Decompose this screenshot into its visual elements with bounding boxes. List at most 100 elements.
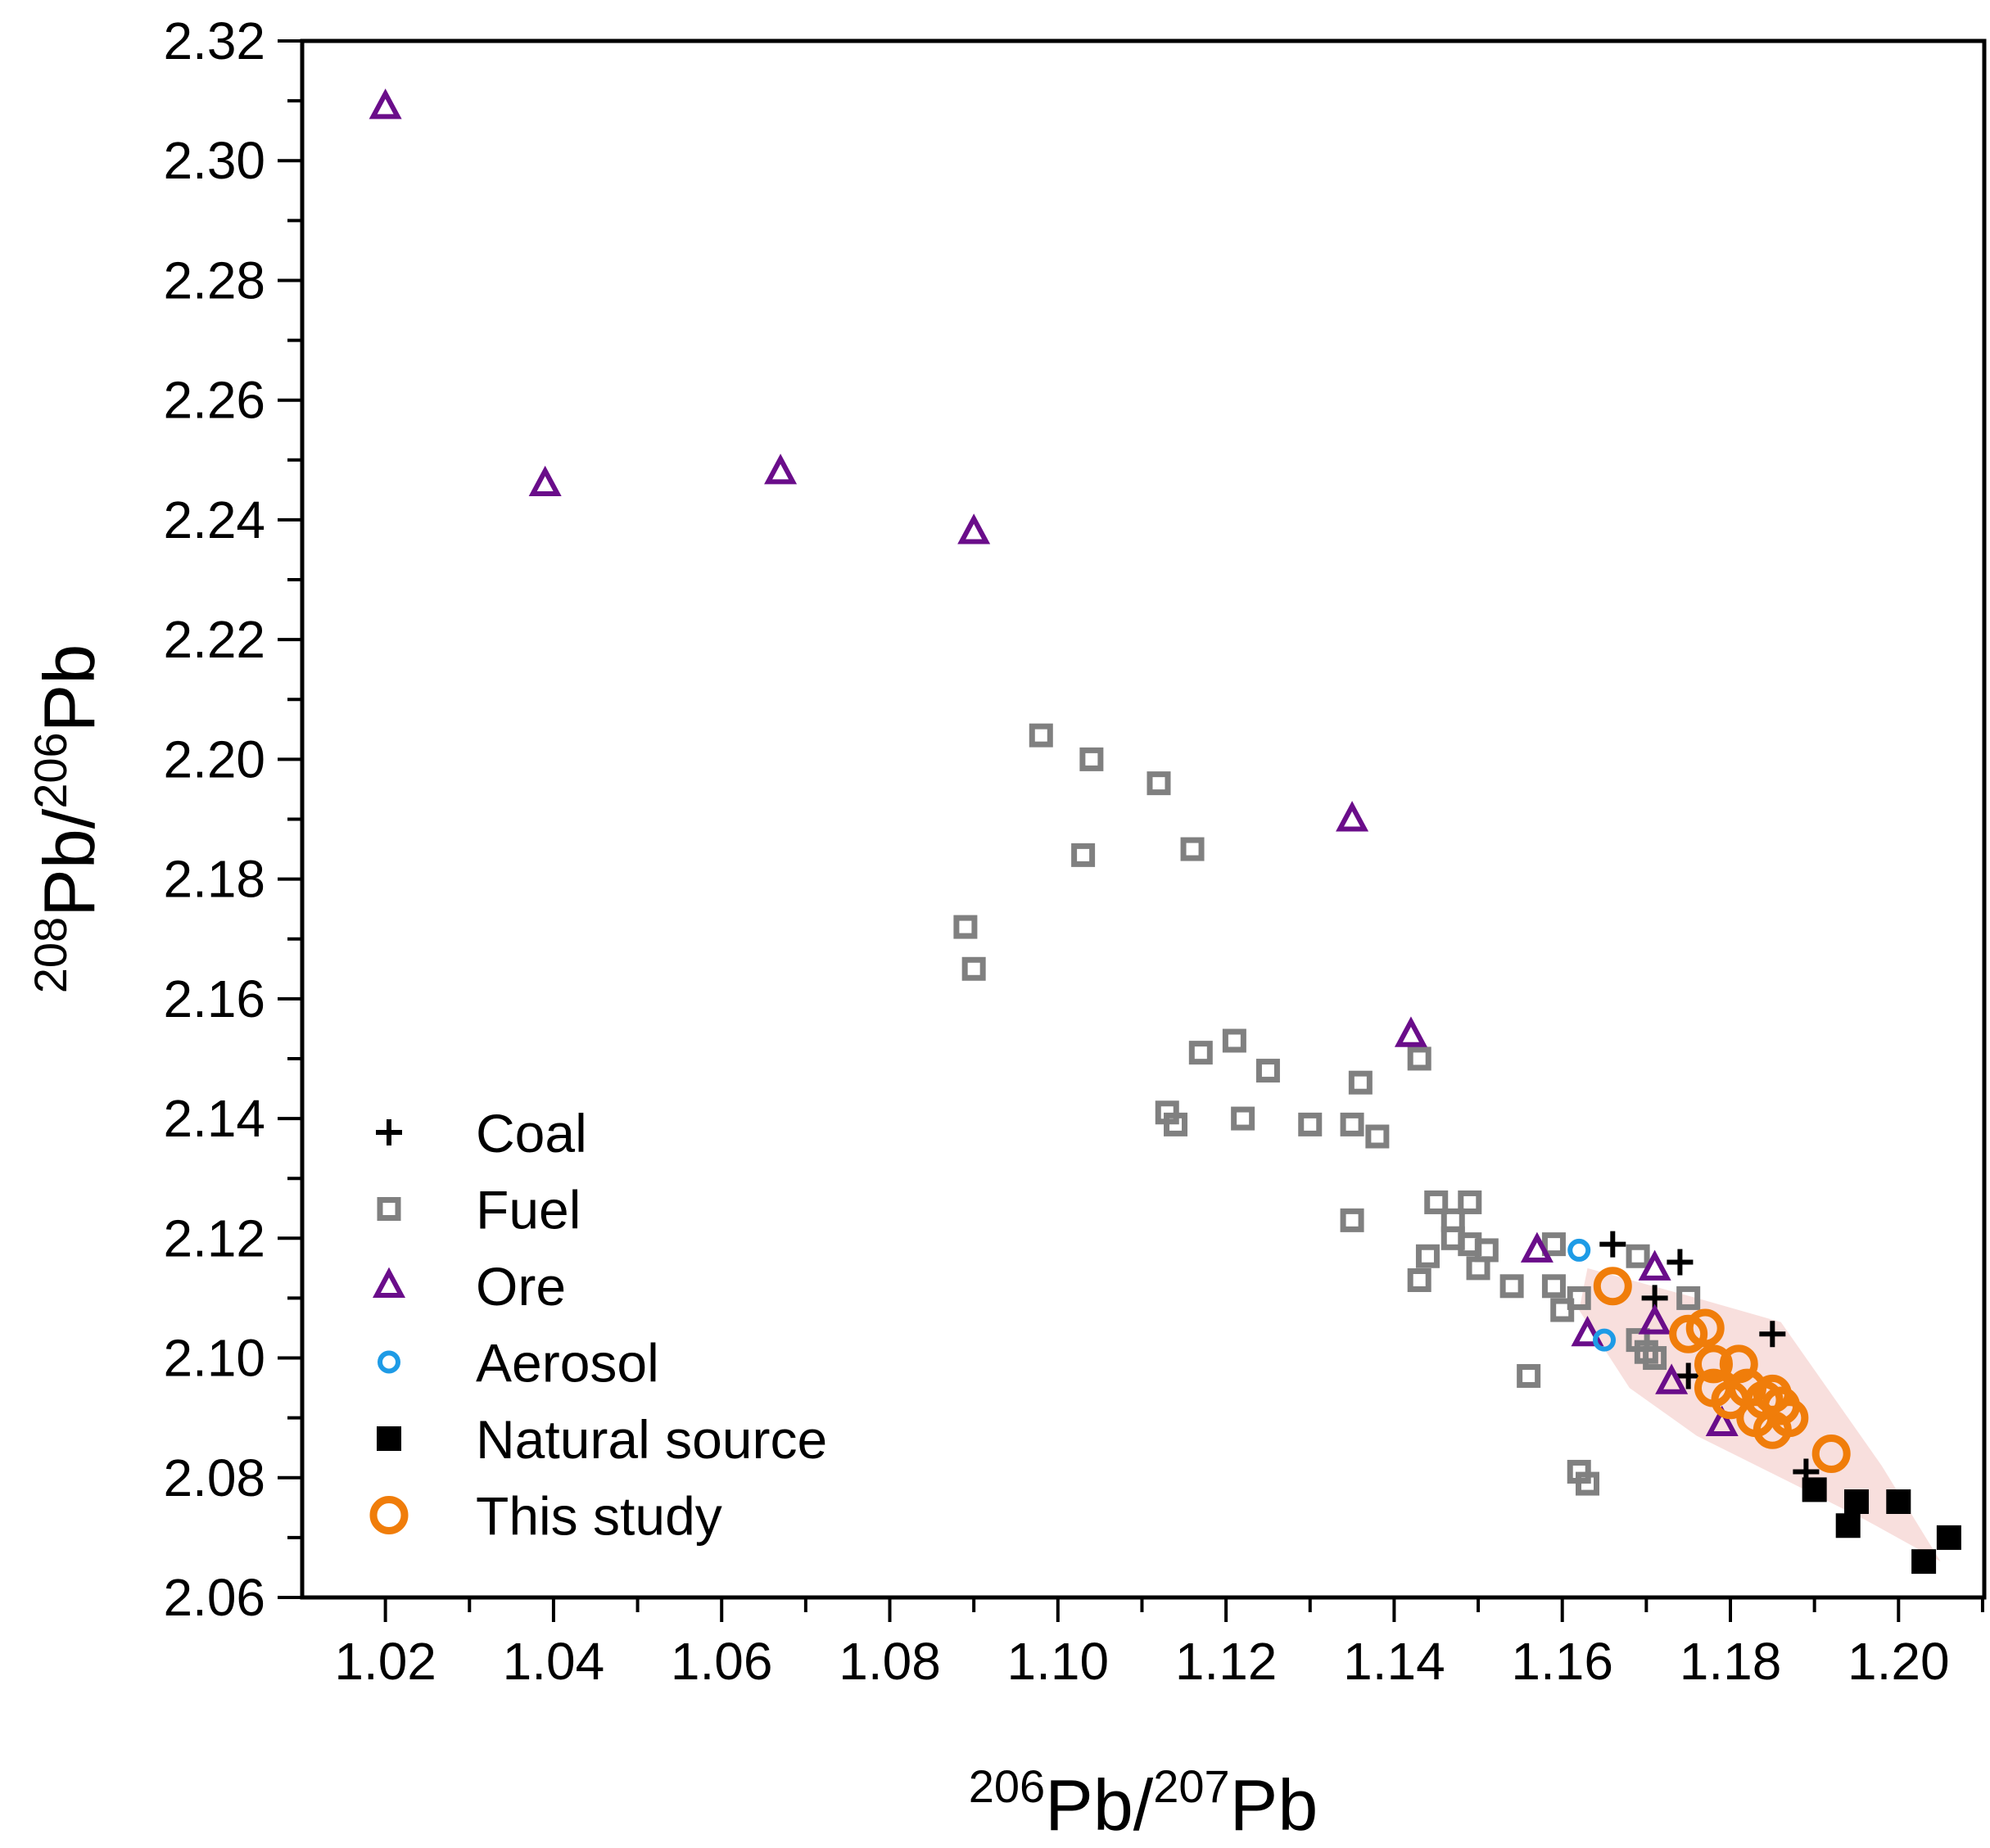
y-tick-label: 2.26	[163, 371, 265, 430]
y-axis-title: 208Pb/206Pb	[25, 644, 110, 994]
y-tick-label: 2.18	[163, 850, 265, 909]
fuel-point	[1550, 1298, 1575, 1322]
x-tick-label: 1.12	[1175, 1632, 1278, 1691]
natural-source-point	[1886, 1489, 1911, 1515]
fuel-point	[1458, 1190, 1482, 1214]
fuel-point	[1676, 1285, 1701, 1310]
x-tick-label: 1.18	[1680, 1632, 1782, 1691]
legend-natural-source-marker	[377, 1426, 401, 1451]
ore-point	[528, 465, 562, 497]
fuel-point	[1575, 1471, 1599, 1496]
fuel-point	[961, 956, 986, 981]
fuel-point	[1626, 1244, 1650, 1268]
fuel-point	[1517, 1363, 1541, 1388]
this-study-point	[1685, 1308, 1725, 1348]
coal-point	[1759, 1321, 1786, 1348]
x-tick-label: 1.16	[1511, 1632, 1613, 1691]
fuel-point	[1180, 837, 1205, 861]
y-tick-label: 2.16	[163, 969, 265, 1028]
legend-aerosol-marker	[378, 1350, 400, 1374]
this-study-point	[1593, 1267, 1632, 1306]
this-study-point	[1744, 1380, 1784, 1420]
ore-point	[1520, 1231, 1554, 1263]
fuel-point	[1340, 1208, 1364, 1232]
legend-natural-source-label: Natural source	[476, 1409, 827, 1470]
ore-point	[1571, 1315, 1604, 1347]
fuel-point	[1365, 1124, 1390, 1149]
fuel-point	[1499, 1274, 1524, 1299]
fuel-point	[1466, 1256, 1490, 1281]
fuel-point	[1424, 1190, 1449, 1214]
x-tick-label: 1.20	[1848, 1632, 1950, 1691]
y-tick-label: 2.10	[163, 1329, 265, 1388]
fuel-point	[1147, 771, 1171, 796]
y-tick-label: 2.30	[163, 131, 265, 190]
fuel-point	[1348, 1070, 1373, 1095]
ore-point	[1638, 1249, 1671, 1281]
fuel-point	[1407, 1267, 1431, 1292]
fuel-point	[1541, 1232, 1566, 1257]
this-study-point	[1694, 1344, 1733, 1384]
fuel-point	[1340, 1112, 1364, 1136]
x-tick-label: 1.14	[1343, 1632, 1445, 1691]
x-tick-label: 1.08	[839, 1632, 941, 1691]
fuel-point	[1567, 1285, 1591, 1310]
legend-coal-marker	[376, 1119, 402, 1145]
coal-point	[1675, 1362, 1702, 1389]
this-study-point	[1669, 1314, 1708, 1353]
y-tick-label: 2.32	[163, 11, 265, 70]
legend-this-study-marker	[369, 1496, 409, 1534]
y-tick-label: 2.06	[163, 1568, 265, 1627]
fuel-point	[1298, 1112, 1323, 1136]
y-tick-label: 2.24	[163, 490, 265, 549]
aerosol-point	[1567, 1238, 1591, 1262]
legend-fuel-marker	[377, 1197, 401, 1221]
coal-point	[1599, 1231, 1626, 1258]
legend-ore-label: Ore	[476, 1256, 566, 1317]
fuel-point	[1541, 1274, 1566, 1299]
ore-point	[1394, 1016, 1427, 1047]
natural-source-point	[1802, 1477, 1827, 1502]
x-tick-label: 1.06	[671, 1632, 773, 1691]
fuel-point	[1079, 747, 1104, 771]
x-tick-label: 1.02	[334, 1632, 436, 1691]
x-tick-label: 1.04	[503, 1632, 605, 1691]
x-axis-title: 206Pb/207Pb	[969, 1760, 1318, 1846]
legend-this-study-label: This study	[476, 1486, 722, 1547]
fuel-point	[1071, 843, 1096, 867]
y-tick-label: 2.22	[163, 610, 265, 669]
x-axis-ticks: 1.02 1.04 1.06 1.08 1.10 1.12 1.14 1.16 1.18 1.20	[334, 1597, 1984, 1691]
ore-point	[1336, 801, 1369, 832]
fuel-point	[1415, 1244, 1440, 1268]
y-axis-ticks: 2.06 2.08 2.10 2.12 2.14 2.16 2.18 2.20 2.22 2.24…	[163, 11, 302, 1627]
data-points	[369, 88, 1961, 1575]
y-tick-label: 2.28	[163, 251, 265, 310]
natural-source-point	[1843, 1489, 1869, 1515]
fuel-point	[1188, 1041, 1213, 1065]
legend-coal-label: Coal	[476, 1103, 587, 1163]
fuel-point	[1634, 1340, 1658, 1364]
fuel-point	[1164, 1112, 1188, 1136]
ore-point	[1638, 1304, 1671, 1335]
aerosol-point	[1593, 1328, 1617, 1352]
legend: Coal Fuel Ore Aerosol Natural source This stu…	[369, 1103, 827, 1547]
natural-source-point	[1936, 1525, 1961, 1550]
legend-ore-marker	[372, 1267, 406, 1298]
ore-point	[1705, 1405, 1739, 1436]
coal-point	[1667, 1249, 1694, 1276]
fuel-point	[1255, 1059, 1280, 1083]
this-study-point	[1770, 1398, 1809, 1438]
y-tick-label: 2.20	[163, 730, 265, 788]
y-tick-label: 2.14	[163, 1089, 265, 1148]
ore-point	[369, 88, 402, 120]
fuel-point	[953, 915, 978, 939]
fuel-point	[1222, 1028, 1246, 1053]
natural-source-point	[1911, 1549, 1937, 1575]
legend-aerosol-label: Aerosol	[476, 1333, 659, 1394]
this-study-point	[1811, 1435, 1851, 1474]
ore-point	[957, 513, 991, 544]
fuel-point	[1231, 1106, 1255, 1131]
legend-fuel-label: Fuel	[476, 1180, 581, 1240]
x-tick-label: 1.10	[1007, 1632, 1110, 1691]
